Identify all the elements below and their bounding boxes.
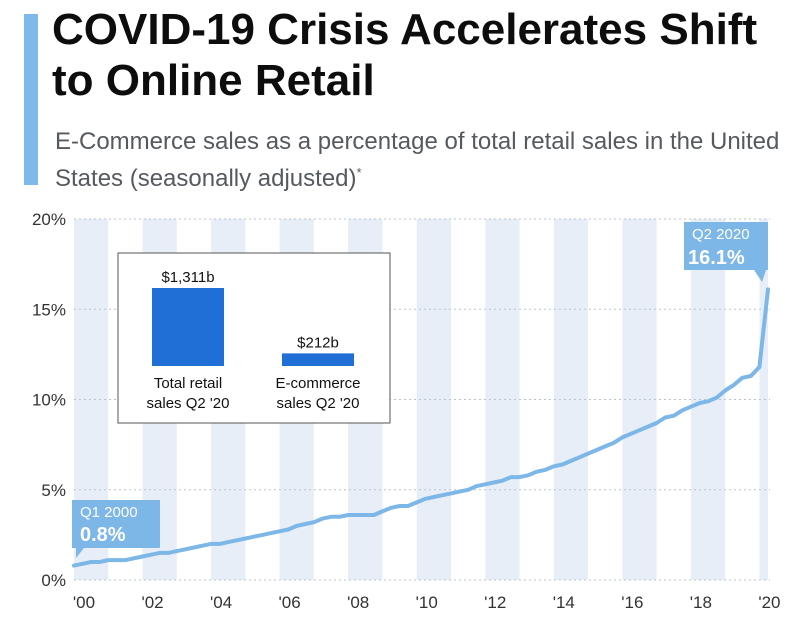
y-tick-label: 5% xyxy=(41,481,66,500)
inset-value-label-ecommerce: $212b xyxy=(297,334,339,351)
inset-category-label-ecommerce-line1: E-commerce xyxy=(275,375,360,392)
annotation-q1-2000-box xyxy=(72,500,160,558)
annotation-q1-2000-value: 0.8% xyxy=(80,524,126,546)
annotation-q2-2020-value: 16.1% xyxy=(688,247,745,269)
inset-bar-chart: $1,311b $212b Total retail sales Q2 '20 … xyxy=(117,252,391,424)
y-axis-ticks: 0% 5% 10% 15% 20% xyxy=(32,210,66,590)
annotation-q2-2020-box xyxy=(684,222,768,282)
annotation-q2-2020-label: Q2 2020 xyxy=(692,226,750,243)
y-tick-label: 15% xyxy=(32,300,66,319)
x-tick-label: '20 xyxy=(758,593,780,612)
series-line-ecommerce-share xyxy=(72,287,770,568)
x-tick-label: '08 xyxy=(347,593,369,612)
subtitle-text: E-Commerce sales as a percentage of tota… xyxy=(55,128,780,192)
chart-title: COVID-19 Crisis Accelerates Shift to Onl… xyxy=(52,5,758,105)
x-tick-label: '18 xyxy=(690,593,712,612)
inset-value-label-total-retail: $1,311b xyxy=(161,269,214,286)
y-tick-label: 20% xyxy=(32,210,66,229)
x-tick-label: '10 xyxy=(416,593,438,612)
title-accent-bar xyxy=(24,14,38,185)
year-band-2020 xyxy=(759,219,768,580)
annotation-q2-2020: Q2 2020 16.1% xyxy=(684,222,768,282)
x-tick-label: '06 xyxy=(279,593,301,612)
x-tick-label: '04 xyxy=(210,593,232,612)
annotation-q1-2000: Q1 2000 0.8% xyxy=(72,500,160,558)
subtitle-footnote-marker: * xyxy=(356,165,362,180)
x-tick-label: '16 xyxy=(621,593,643,612)
chart-subtitle: E-Commerce sales as a percentage of tota… xyxy=(55,126,795,194)
x-tick-label: '02 xyxy=(141,593,163,612)
x-axis-ticks: '00 '02 '04 '06 '08 '10 '12 '14 '16 '18 '20 xyxy=(73,593,781,612)
y-tick-label: 10% xyxy=(32,391,66,410)
inset-bar-ecommerce xyxy=(282,353,354,366)
annotation-q1-2000-label: Q1 2000 xyxy=(80,504,138,521)
inset-category-label-total-retail-line2: sales Q2 '20 xyxy=(147,395,230,412)
x-tick-label: '14 xyxy=(553,593,575,612)
x-tick-label: '12 xyxy=(484,593,506,612)
inset-category-label-ecommerce-line2: sales Q2 '20 xyxy=(277,395,360,412)
y-tick-label: 0% xyxy=(41,571,66,590)
inset-category-label-total-retail-line1: Total retail xyxy=(154,375,222,392)
inset-bar-total-retail xyxy=(152,288,224,366)
x-tick-label: '00 xyxy=(73,593,95,612)
